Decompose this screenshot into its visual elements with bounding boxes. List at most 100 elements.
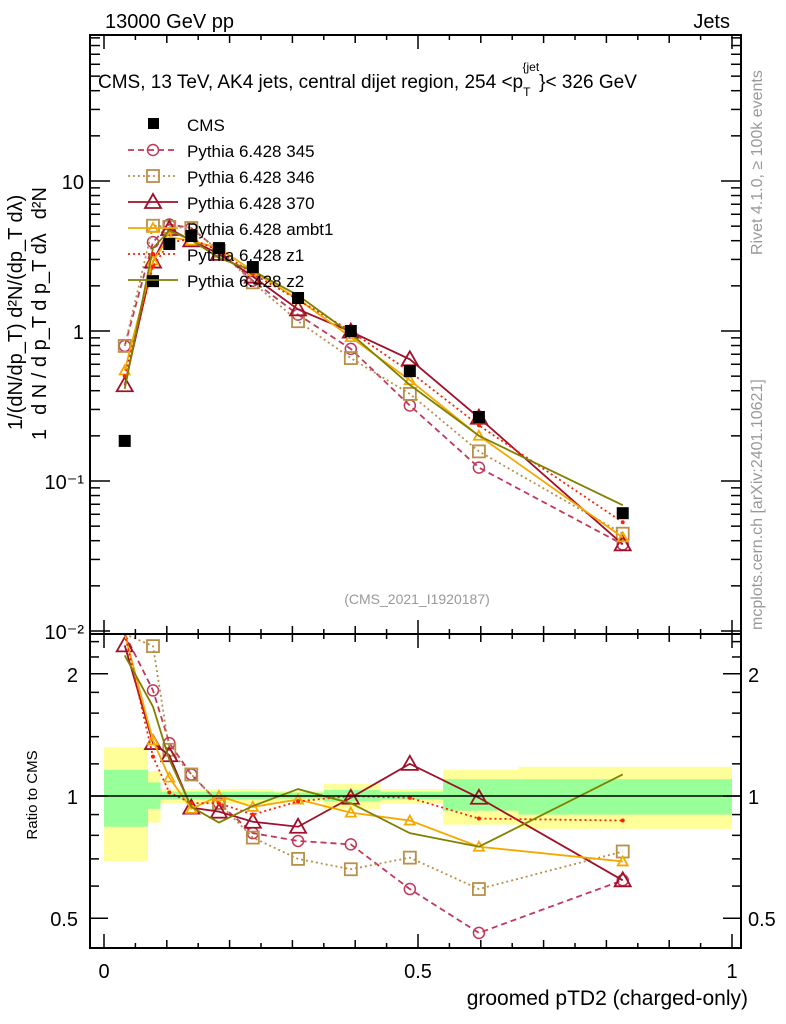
legend: CMS Pythia 6.428 345 Pythia 6.428 346 Pythi… xyxy=(128,116,333,291)
y-tick-label: 10⁻² xyxy=(45,622,85,644)
legend-label: Pythia 6.428 z1 xyxy=(187,246,304,265)
data-point-main xyxy=(122,374,127,379)
series-z2 xyxy=(123,229,624,848)
ratio-frame xyxy=(89,633,742,949)
cms-data-point xyxy=(292,291,305,304)
series-line-ratio xyxy=(124,633,623,890)
band-inner xyxy=(104,769,148,827)
cms-data-point xyxy=(403,365,416,378)
data-point-ratio xyxy=(291,851,305,866)
x-tick-label: 0 xyxy=(98,961,109,983)
data-point-ratio xyxy=(296,799,301,804)
data-point-main xyxy=(403,399,417,412)
data-point-ratio xyxy=(403,813,417,826)
cms-data-point xyxy=(246,261,259,274)
x-tick-label: 1 xyxy=(726,961,737,983)
data-point-ratio xyxy=(291,834,305,848)
data-point-ratio xyxy=(613,870,633,888)
data-point-ratio xyxy=(402,850,417,865)
y-label-numerator: d²N xyxy=(29,187,51,219)
data-point-ratio xyxy=(400,754,420,771)
header-right: Jets xyxy=(693,11,730,33)
data-point-main xyxy=(402,387,417,401)
legend-label: Pythia 6.428 345 xyxy=(187,142,315,161)
header-left: 13000 GeV pp xyxy=(105,11,234,33)
mcplots-label: mcplots.cern.ch [arXiv:2401.10621] xyxy=(749,379,766,630)
series-CMS xyxy=(118,229,629,520)
data-point-ratio xyxy=(616,854,630,867)
data-point-ratio xyxy=(288,816,308,834)
legend-marker xyxy=(146,143,160,157)
series-z1 xyxy=(122,236,625,823)
series-line-ratio xyxy=(123,654,624,848)
data-point-main xyxy=(150,264,155,269)
ratio-y-tick-label-right: 1 xyxy=(748,787,759,809)
data-point-main xyxy=(613,534,633,552)
rivet-label: Rivet 4.1.0, ≥ 100k events xyxy=(749,70,766,255)
x-axis-label: groomed pTD2 (charged-only) xyxy=(467,987,748,1010)
series-345 xyxy=(118,218,629,940)
data-point-ratio xyxy=(216,801,221,806)
data-point-ratio xyxy=(620,818,625,823)
ratio-y-tick-label-right: 2 xyxy=(748,665,759,687)
data-point-ratio xyxy=(472,926,486,940)
y-label-denominator: d N / d p_T d p_T dλ xyxy=(29,233,51,415)
legend-marker xyxy=(146,221,160,233)
ratio-y-tick-label: 0.5 xyxy=(50,909,78,931)
axes: 10 1 10⁻¹ 10⁻² 2 2 1 1 0.5 0.5 0 0.5 1 xyxy=(45,34,776,983)
data-point-ratio xyxy=(243,811,263,829)
data-point-ratio xyxy=(209,801,229,819)
data-point-ratio xyxy=(245,830,260,845)
main-y-axis-label: 1/(dN/dp_T) d²N/(dp_T dλ) xyxy=(5,195,27,430)
cms-data-point xyxy=(146,275,159,288)
x-tick-label: 0.5 xyxy=(404,961,432,983)
cms-data-point xyxy=(212,242,225,255)
legend-label: Pythia 6.428 z2 xyxy=(187,272,304,291)
data-point-main xyxy=(344,342,358,356)
y-tick-label: 1 xyxy=(73,322,84,344)
data-point-ratio xyxy=(150,754,155,759)
data-point-main xyxy=(620,520,625,525)
legend-label: Pythia 6.428 370 xyxy=(187,194,315,213)
ratio-y-axis-label: Ratio to CMS xyxy=(24,750,41,839)
band-inner xyxy=(443,779,519,811)
data-point-main xyxy=(343,351,358,365)
data-point-main xyxy=(288,299,308,317)
cms-data-point xyxy=(118,434,131,447)
cms-data-point xyxy=(472,411,485,424)
ratio-y-tick-label: 1 xyxy=(67,787,78,809)
data-point-ratio xyxy=(115,635,135,653)
cms-data-point xyxy=(616,507,629,520)
legend-marker-cms xyxy=(148,118,159,129)
data-point-ratio xyxy=(146,639,160,653)
data-point-ratio xyxy=(476,816,481,821)
data-point-ratio xyxy=(185,768,198,781)
data-point-ratio xyxy=(344,838,358,851)
main-y-axis-label-fraction: 1 d N / d p_T d p_T dλ d²N xyxy=(29,187,51,440)
ratio-y-tick-label: 2 xyxy=(67,665,78,687)
data-point-ratio xyxy=(162,770,176,783)
data-point-main xyxy=(476,423,481,428)
data-point-ratio xyxy=(343,862,358,877)
data-point-main xyxy=(115,375,135,393)
data-point-main xyxy=(616,530,630,543)
data-point-ratio xyxy=(250,812,255,817)
legend-marker xyxy=(151,252,155,256)
y-tick-label: 10 xyxy=(62,172,84,194)
data-point-ratio xyxy=(146,684,160,697)
cms-data-point xyxy=(344,325,357,337)
data-point-main xyxy=(472,428,486,441)
legend-label: Pythia 6.428 ambt1 xyxy=(187,220,333,239)
y-tick-label: 10⁻¹ xyxy=(45,472,85,494)
series-line-ratio xyxy=(123,633,623,822)
data-point-main xyxy=(472,444,486,459)
data-point-ratio xyxy=(472,882,486,896)
data-point-main xyxy=(472,461,486,474)
series-line-ratio xyxy=(123,645,624,882)
y-label-one: 1 xyxy=(29,429,51,440)
series-layer xyxy=(115,218,633,940)
series-line-main xyxy=(123,224,624,535)
data-point-ratio xyxy=(146,733,160,746)
legend-marker xyxy=(146,169,160,183)
data-point-ratio xyxy=(469,787,489,805)
